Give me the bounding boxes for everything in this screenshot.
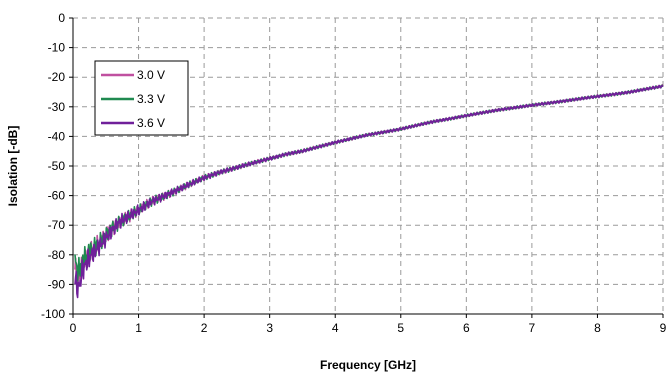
y-tick-label: -90 bbox=[48, 277, 66, 291]
y-axis-title: Isolation [-dB] bbox=[6, 126, 20, 207]
x-tick-label: 7 bbox=[529, 321, 536, 335]
legend-label: 3.3 V bbox=[137, 92, 165, 106]
y-tick-label: -10 bbox=[48, 41, 66, 55]
x-tick-label: 0 bbox=[70, 321, 77, 335]
x-tick-label: 3 bbox=[266, 321, 273, 335]
x-tick-label: 5 bbox=[397, 321, 404, 335]
x-tick-label: 8 bbox=[594, 321, 601, 335]
x-tick-label: 2 bbox=[201, 321, 208, 335]
y-tick-label: -50 bbox=[48, 159, 66, 173]
y-tick-label: 0 bbox=[58, 11, 65, 25]
y-tick-label: -30 bbox=[48, 100, 66, 114]
x-tick-label: 9 bbox=[660, 321, 667, 335]
legend-label: 3.0 V bbox=[137, 68, 165, 82]
y-tick-label: -70 bbox=[48, 218, 66, 232]
x-tick-label: 6 bbox=[463, 321, 470, 335]
y-tick-label: -80 bbox=[48, 248, 66, 262]
y-tick-label: -60 bbox=[48, 189, 66, 203]
x-tick-label: 1 bbox=[135, 321, 142, 335]
y-tick-label: -100 bbox=[41, 307, 65, 321]
tick-labels: 0 1 2 3 4 5 6 7 8 9 0 -10 -20 -30 -40 -50 -60 -70 -80 -90 -1… bbox=[41, 11, 667, 335]
series-line bbox=[74, 84, 664, 299]
legend-label: 3.6 V bbox=[137, 116, 165, 130]
y-tick-label: -40 bbox=[48, 129, 66, 143]
legend: 3.0 V 3.3 V 3.6 V bbox=[94, 60, 189, 136]
y-tick-label: -20 bbox=[48, 70, 66, 84]
x-tick-label: 4 bbox=[332, 321, 339, 335]
x-axis-title: Frequency [GHz] bbox=[320, 358, 416, 372]
series-layer bbox=[74, 84, 664, 299]
